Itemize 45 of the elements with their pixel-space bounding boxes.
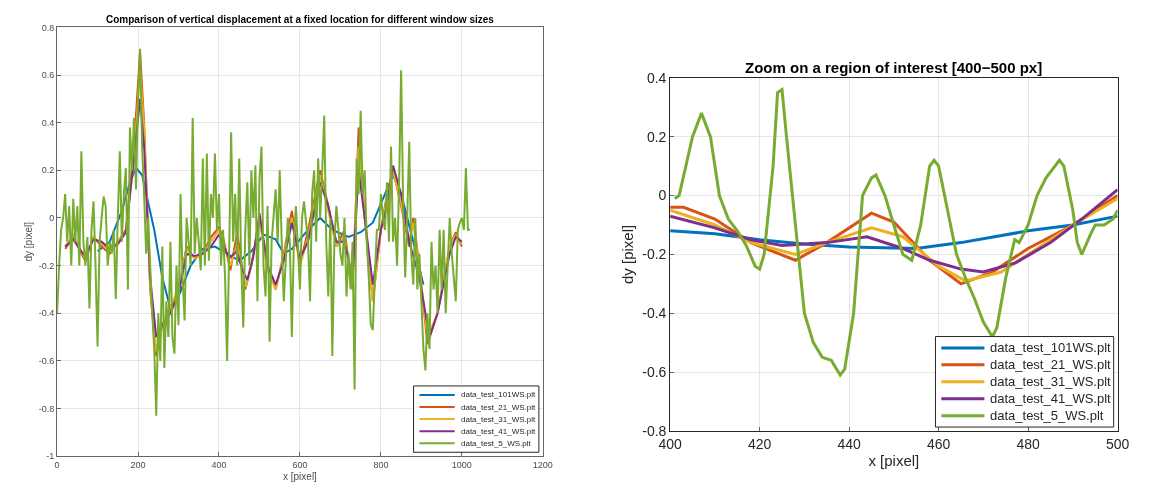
y-tick-label: 0.6 <box>41 70 55 81</box>
chart-title: Comparison of vertical displacement at a fixed location for different window sizes <box>106 14 495 25</box>
legend-label: data_test_101WS.plt <box>990 340 1112 355</box>
y-tick-label: 0.8 <box>41 22 55 33</box>
y-tick-label: 0.4 <box>41 117 55 128</box>
legend-label: data_test_41_WS.plt <box>990 391 1112 406</box>
x-tick-label: 420 <box>747 435 772 452</box>
legend-label: data_test_5_WS.plt <box>461 439 532 448</box>
y-tick-label: -0.2 <box>642 246 667 263</box>
x-tick-label: 480 <box>1016 435 1040 452</box>
y-tick-label: 0.2 <box>41 165 55 176</box>
legend-label: data_test_31_WS.plt <box>461 415 537 424</box>
x-axis-title: x [pixel] <box>283 471 318 483</box>
legend-label: data_test_41_WS.plt <box>461 427 537 436</box>
y-axis-title: dy [pixel] <box>619 224 637 284</box>
y-tick-label: 0.4 <box>646 69 667 86</box>
legend-label: data_test_5_WS.plt <box>990 408 1104 423</box>
x-tick-label: 400 <box>211 459 227 470</box>
x-tick-label: 200 <box>130 459 146 470</box>
x-tick-label: 460 <box>926 435 951 452</box>
line-series <box>670 188 1118 274</box>
y-tick-label: -0.6 <box>642 363 667 380</box>
line-series <box>673 88 1118 377</box>
y-axis-title: dy [pixel] <box>22 221 34 262</box>
legend-label: data_test_101WS.plt <box>461 390 537 399</box>
y-tick-label: -0.4 <box>642 305 667 322</box>
legend-label: data_test_21_WS.plt <box>461 403 537 412</box>
x-tick-label: 440 <box>837 435 862 452</box>
x-tick-label: 600 <box>292 459 308 470</box>
y-tick-label: 0 <box>49 213 55 224</box>
y-tick-label: -0.4 <box>38 308 55 319</box>
x-tick-label: 1000 <box>451 459 472 470</box>
legend-label: data_test_21_WS.plt <box>990 357 1112 372</box>
y-tick-label: -0.6 <box>38 356 55 367</box>
x-tick-label: 500 <box>1105 435 1130 452</box>
y-tick-label: -0.2 <box>38 260 55 271</box>
chart-title: Zoom on a region of interest [400−500 px] <box>745 59 1043 76</box>
x-axis-title: x [pixel] <box>868 451 920 469</box>
y-tick-label: -1 <box>46 451 55 462</box>
x-tick-label: 800 <box>373 459 389 470</box>
y-tick-label: -0.8 <box>38 403 55 414</box>
legend-label: data_test_31_WS.plt <box>990 374 1112 389</box>
y-tick-label: 0.2 <box>646 128 667 145</box>
x-tick-label: 1200 <box>532 459 553 470</box>
y-tick-label: 0 <box>658 187 667 204</box>
